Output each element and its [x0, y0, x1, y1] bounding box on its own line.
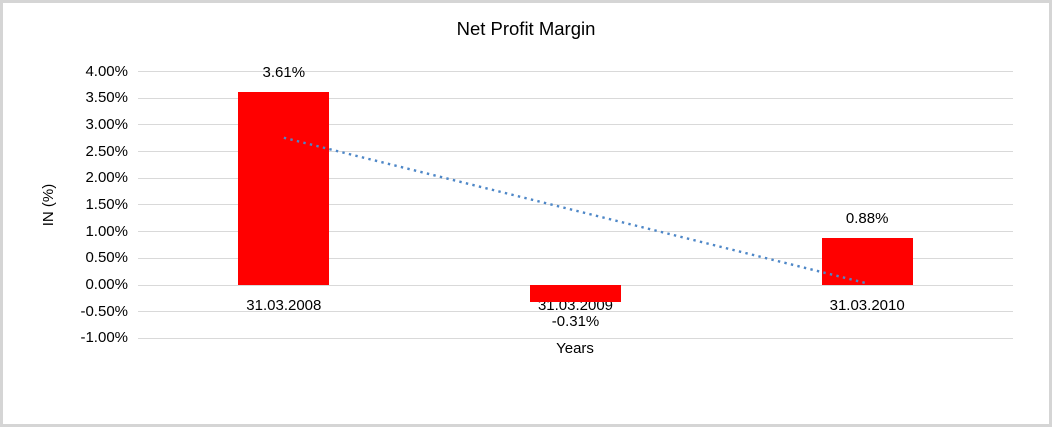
y-tick-label: 1.50%: [85, 195, 128, 213]
gridline: [138, 124, 1013, 126]
chart-title: Net Profit Margin: [456, 18, 596, 39]
y-tick-label: 0.50%: [85, 249, 128, 267]
gridline: [138, 311, 1013, 313]
x-category-label: 31.03.2010: [829, 296, 905, 314]
y-tick-label: -1.00%: [80, 329, 128, 347]
y-tick-label: 3.00%: [85, 115, 128, 133]
y-tick-label: 0.00%: [85, 276, 128, 293]
y-tick-label: -0.50%: [80, 302, 128, 320]
trendline: [283, 136, 868, 285]
bar-data-label: 0.88%: [845, 210, 889, 228]
y-tick-label: 2.00%: [85, 169, 128, 187]
bar-data-label: -0.31%: [551, 312, 600, 330]
chart-bar: [821, 238, 913, 285]
x-category-label: 31.03.2008: [246, 296, 322, 314]
y-tick-label: 3.50%: [85, 89, 128, 107]
chart-bar: [238, 92, 330, 285]
y-tick-label: 1.00%: [85, 222, 128, 240]
y-tick-label: 2.50%: [85, 142, 128, 160]
chart-bar: [530, 285, 621, 302]
x-axis-title: Years: [556, 340, 594, 357]
gridline: [138, 97, 1013, 99]
gridline: [138, 337, 1013, 339]
y-tick-label: 4.00%: [85, 62, 128, 80]
gridline: [138, 71, 1013, 73]
bar-data-label: 3.61%: [262, 64, 306, 82]
